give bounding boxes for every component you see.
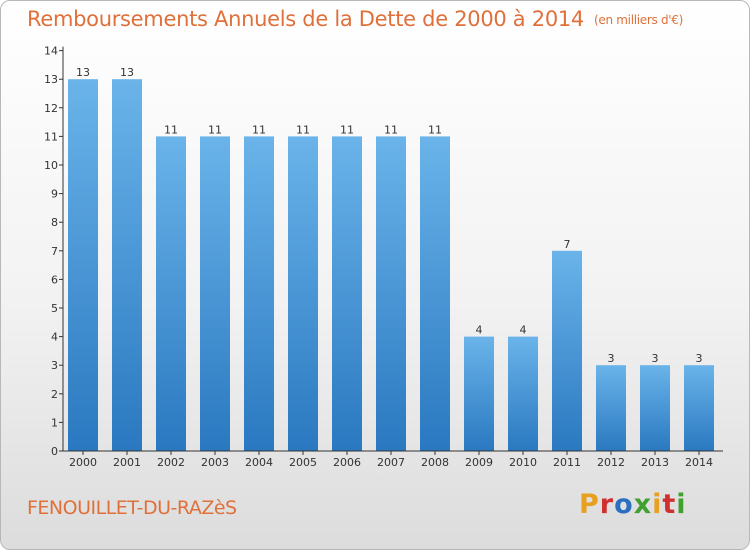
bar-2002 <box>156 136 186 451</box>
y-tick-label: 1 <box>51 416 58 429</box>
logo-letter: o <box>614 489 634 520</box>
x-tick-label-2011: 2011 <box>553 456 581 469</box>
y-tick-label: 13 <box>44 73 58 86</box>
x-tick-label-2013: 2013 <box>641 456 669 469</box>
data-label-2005: 11 <box>296 123 310 136</box>
bar-2011 <box>552 250 582 451</box>
bar-2006 <box>332 136 362 451</box>
proxiti-logo: Proxiti <box>579 489 687 520</box>
bar-2013 <box>640 365 670 451</box>
chart-title-text: Remboursements Annuels de la Dette de 20… <box>27 7 584 31</box>
data-label-2003: 11 <box>208 123 222 136</box>
data-label-2012: 3 <box>608 352 615 365</box>
logo-letter: i <box>652 489 663 520</box>
x-tick-label-2007: 2007 <box>377 456 405 469</box>
data-label-2001: 13 <box>120 66 134 79</box>
bar-2001 <box>112 79 142 451</box>
data-label-2008: 11 <box>428 123 442 136</box>
logo-letter: i <box>676 489 687 520</box>
x-tick-label-2009: 2009 <box>465 456 493 469</box>
x-tick-label-2008: 2008 <box>421 456 449 469</box>
x-tick-label-2004: 2004 <box>245 456 273 469</box>
y-tick-label: 4 <box>51 331 58 344</box>
y-tick-label: 11 <box>44 130 58 143</box>
x-tick-label-2005: 2005 <box>289 456 317 469</box>
x-tick-label-2012: 2012 <box>597 456 625 469</box>
x-tick-label-2003: 2003 <box>201 456 229 469</box>
y-tick-label: 2 <box>51 388 58 401</box>
data-label-2006: 11 <box>340 123 354 136</box>
bar-2010 <box>508 336 538 451</box>
bar-2000 <box>68 79 98 451</box>
bars: 13 13 11 11 11 11 11 11 11 4 4 7 3 3 3 <box>68 66 714 451</box>
logo-letter: t <box>662 489 677 520</box>
bar-2008 <box>420 136 450 451</box>
chart-title-unit: (en milliers d'€) <box>594 13 684 27</box>
bar-2003 <box>200 136 230 451</box>
y-tick-label: 7 <box>51 245 58 258</box>
data-label-2014: 3 <box>696 352 703 365</box>
commune-name: FENOUILLET-DU-RAZèS <box>27 497 237 519</box>
y-tick-label: 6 <box>51 273 58 286</box>
x-tick-label-2006: 2006 <box>333 456 361 469</box>
x-tick-label-2001: 2001 <box>113 456 141 469</box>
x-tick-label-2000: 2000 <box>69 456 97 469</box>
chart-title: Remboursements Annuels de la Dette de 20… <box>27 7 683 31</box>
bar-2009 <box>464 336 494 451</box>
y-tick-label: 14 <box>44 45 58 58</box>
bar-2012 <box>596 365 626 451</box>
x-axis: 2000 2001 2002 2003 2004 2005 2006 2007 2008 2009… <box>63 450 723 469</box>
logo-letter: P <box>579 489 600 520</box>
data-label-2007: 11 <box>384 123 398 136</box>
data-label-2010: 4 <box>520 324 527 337</box>
bar-2007 <box>376 136 406 451</box>
y-tick-label: 8 <box>51 216 58 229</box>
data-label-2009: 4 <box>476 324 483 337</box>
data-label-2011: 7 <box>564 238 571 251</box>
bar-2004 <box>244 136 274 451</box>
y-tick-label: 0 <box>51 445 58 458</box>
data-label-2002: 11 <box>164 123 178 136</box>
bar-2014 <box>684 365 714 451</box>
logo-letter: x <box>633 489 653 520</box>
y-tick-label: 3 <box>51 359 58 372</box>
y-tick-label: 9 <box>51 188 58 201</box>
y-tick-label: 5 <box>51 302 58 315</box>
x-tick-label-2014: 2014 <box>685 456 713 469</box>
y-tick-label: 12 <box>44 102 58 115</box>
data-label-2004: 11 <box>252 123 266 136</box>
bar-2005 <box>288 136 318 451</box>
data-label-2013: 3 <box>652 352 659 365</box>
data-label-2000: 13 <box>76 66 90 79</box>
x-tick-label-2010: 2010 <box>509 456 537 469</box>
y-tick-label: 10 <box>44 159 58 172</box>
logo-letter: r <box>599 489 615 520</box>
x-tick-label-2002: 2002 <box>157 456 185 469</box>
